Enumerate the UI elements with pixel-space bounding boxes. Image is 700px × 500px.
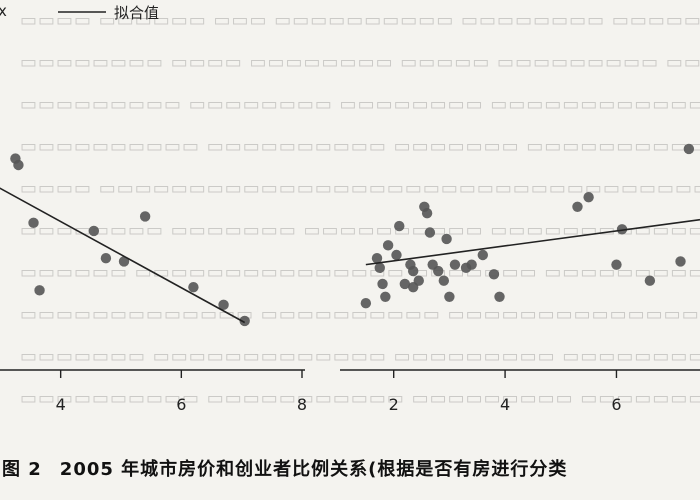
right-data-point [374, 262, 385, 274]
figure-caption-text: 2005 年城市房价和创业者比例关系(根据是否有房进行分类 [59, 459, 568, 480]
left-data-point [34, 285, 45, 296]
left-x-tick-label: 4 [56, 395, 66, 414]
figure-caption: 图 2 2005 年城市房价和创业者比例关系(根据是否有房进行分类 [2, 455, 567, 481]
right-data-point [616, 224, 628, 235]
left-data-point [88, 225, 100, 237]
right-data-point [421, 208, 433, 219]
right-data-point [494, 291, 505, 302]
legend-points-label: x [0, 2, 7, 20]
right-data-point [583, 191, 594, 203]
right-fitted-line [365, 218, 700, 266]
left-panel: 4 6 8 [0, 153, 307, 414]
left-data-point [218, 299, 229, 311]
right-data-point [424, 227, 436, 238]
left-data-point [100, 253, 112, 264]
left-x-tick-label: 6 [176, 395, 186, 414]
right-data-point [611, 259, 622, 270]
right-data-point [488, 269, 500, 280]
right-data-point [394, 220, 405, 232]
right-data-point [675, 256, 686, 267]
right-data-point [433, 265, 444, 277]
left-data-point [118, 256, 130, 267]
right-x-tick-label: 2 [389, 395, 399, 414]
right-data-point [413, 275, 424, 286]
right-data-point [466, 259, 477, 270]
left-data-point [139, 211, 151, 222]
right-data-point [360, 298, 372, 309]
right-data-point [683, 143, 695, 155]
right-x-tick-label: 6 [611, 395, 621, 414]
right-data-point [380, 291, 391, 302]
left-x-tick-label: 8 [297, 395, 307, 414]
right-data-point [391, 249, 402, 261]
right-data-point [572, 201, 583, 212]
bleed-through-text: ▭▭▭▭ ▭▭▭▭▭▭ ▭▭▭ ▭▭▭▭▭▭▭▭▭▭ ▭▭▭▭▭▭▭▭ ▭▭▭▭… [20, 10, 700, 409]
legend-line-label: 拟合值 [114, 4, 159, 22]
left-data-point [28, 217, 39, 229]
left-data-point [188, 281, 199, 293]
right-data-point [371, 253, 383, 264]
left-fitted-line [0, 187, 246, 324]
right-data-point [441, 233, 452, 245]
right-data-point [444, 291, 455, 302]
right-panel: 2 4 6 [340, 143, 700, 414]
right-data-point [644, 275, 656, 286]
left-data-point [239, 315, 250, 327]
right-data-point [438, 275, 450, 286]
right-data-point [477, 249, 488, 261]
right-data-point [382, 240, 394, 251]
right-data-point [399, 278, 411, 290]
figure-number: 图 2 [2, 459, 42, 480]
right-x-tick-label: 4 [500, 395, 510, 414]
right-data-point [377, 278, 388, 290]
right-data-point [407, 265, 419, 277]
right-data-point [449, 259, 461, 270]
left-data-point [10, 153, 21, 164]
